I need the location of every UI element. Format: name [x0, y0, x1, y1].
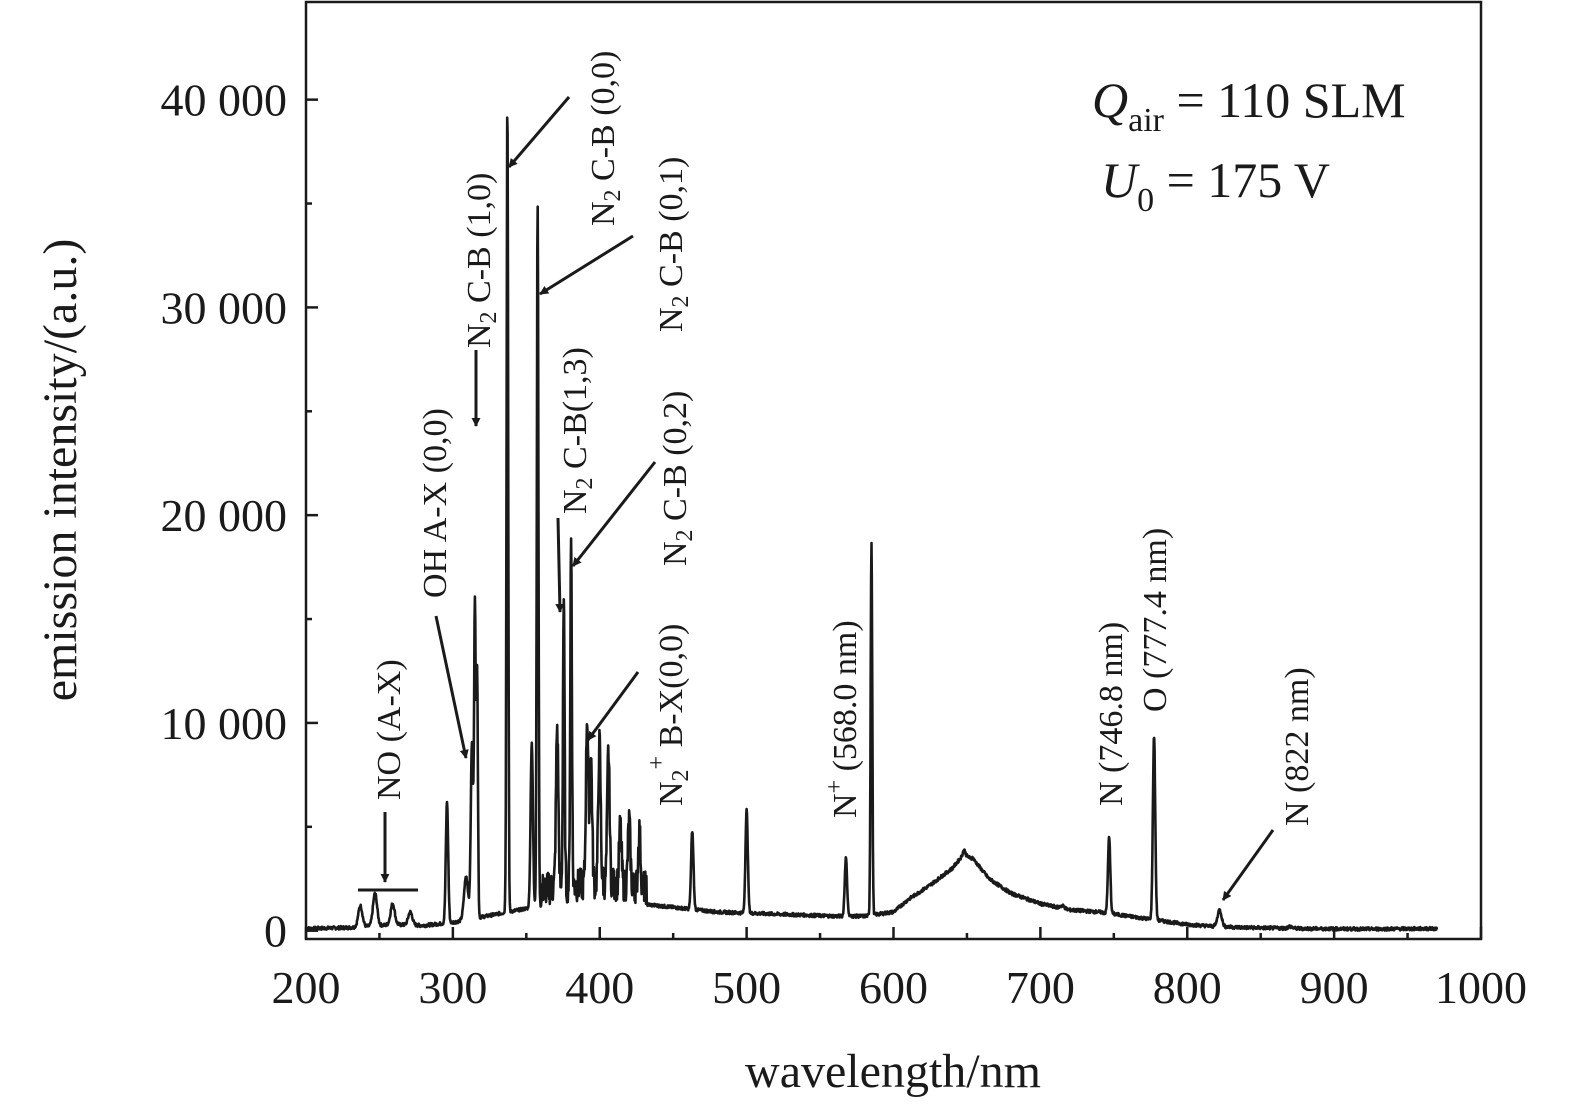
y-tick-label: 10 000 [161, 698, 288, 749]
arrow-n2plus [586, 671, 640, 741]
x-tick-label: 300 [418, 962, 487, 1013]
label-n2-01: N2 C-B (0,1) [653, 157, 694, 332]
svg-text:Qair = 110 SLM: Qair = 110 SLM [1092, 72, 1406, 139]
svg-text:U0 = 175 V: U0 = 175 V [1101, 152, 1330, 219]
arrow-n2-01 [539, 234, 634, 296]
x-tick-label: 200 [272, 962, 341, 1013]
x-tick-label: 700 [1006, 962, 1075, 1013]
label-nplus: N+ (568.0 nm) [822, 620, 864, 818]
x-tick-label: 1000 [1435, 962, 1527, 1013]
y-tick-label: 30 000 [161, 282, 288, 333]
label-n2-10: N2 C-B (1,0) [461, 173, 502, 348]
label-n2-13: N2 C-B(1,3) [557, 347, 598, 514]
y-axis-label: emission intensity/(a.u.) [34, 239, 87, 702]
y-axis-ticks: 0 10 000 20 000 30 000 40 000 [161, 75, 318, 957]
label-n822: N (822 nm) [1279, 667, 1316, 826]
y-tick-label: 0 [264, 906, 287, 957]
arrow-n822 [1221, 829, 1275, 901]
condition-flow-rate: Qair = 110 SLM [1092, 72, 1406, 139]
x-axis-ticks: 200 300 400 500 600 700 800 900 1000 [272, 927, 1527, 1013]
y-tick-label: 40 000 [161, 75, 288, 126]
label-n746: N (746.8 nm) [1093, 622, 1130, 806]
label-o777: O (777.4 nm) [1137, 528, 1174, 712]
label-n2plus: N2+ B-X(0,0) [644, 624, 694, 806]
x-tick-label: 400 [565, 962, 634, 1013]
x-tick-label: 600 [859, 962, 928, 1013]
annotation-arrows [358, 96, 1275, 901]
x-tick-label: 900 [1300, 962, 1369, 1013]
label-n2-02: N2 C-B (0,2) [657, 391, 698, 566]
label-n2-00: N2 C-B (0,0) [585, 51, 626, 226]
condition-voltage: U0 = 175 V [1101, 152, 1330, 219]
label-no: NO (A-X) [371, 659, 408, 800]
arrow-n2-13 [555, 517, 565, 613]
label-oh: OH A-X (0,0) [417, 408, 454, 598]
x-tick-label: 800 [1153, 962, 1222, 1013]
arrow-oh [434, 615, 469, 759]
x-tick-label: 500 [712, 962, 781, 1013]
x-axis-label: wavelength/nm [745, 1045, 1041, 1098]
y-tick-label: 20 000 [161, 490, 288, 541]
spectrum-line [305, 116, 1439, 932]
annotation-labels: NO (A-X) OH A-X (0,0) N2 C-B (1,0) N2 C-… [371, 51, 1316, 826]
arrow-n2-02 [571, 461, 657, 567]
arrow-n2-00 [507, 96, 571, 168]
